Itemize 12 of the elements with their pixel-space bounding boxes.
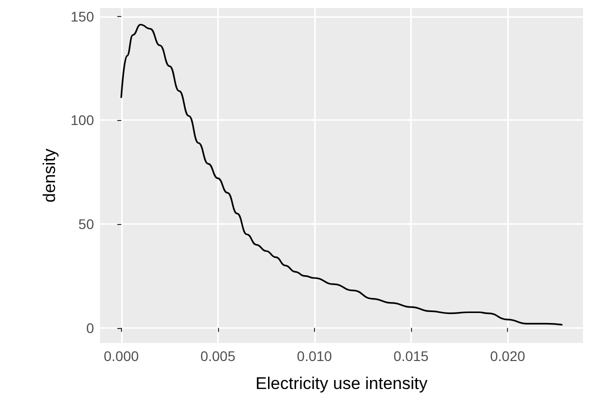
x-tick-label: 0.010 bbox=[296, 348, 332, 364]
y-tick-label: 50 bbox=[78, 216, 94, 232]
x-tick-label: 0.005 bbox=[200, 348, 236, 364]
y-tick-label: 150 bbox=[70, 8, 94, 24]
x-tick-label: 0.015 bbox=[394, 348, 429, 364]
y-tick-label: 0 bbox=[86, 320, 94, 336]
x-axis-title: Electricity use intensity bbox=[256, 374, 428, 393]
y-axis-title: density bbox=[40, 148, 59, 202]
line-series bbox=[120, 24, 563, 326]
y-tick-label: 100 bbox=[70, 112, 94, 128]
x-tick-label: 0.000 bbox=[104, 348, 139, 364]
x-tick-label: 0.020 bbox=[490, 348, 526, 364]
